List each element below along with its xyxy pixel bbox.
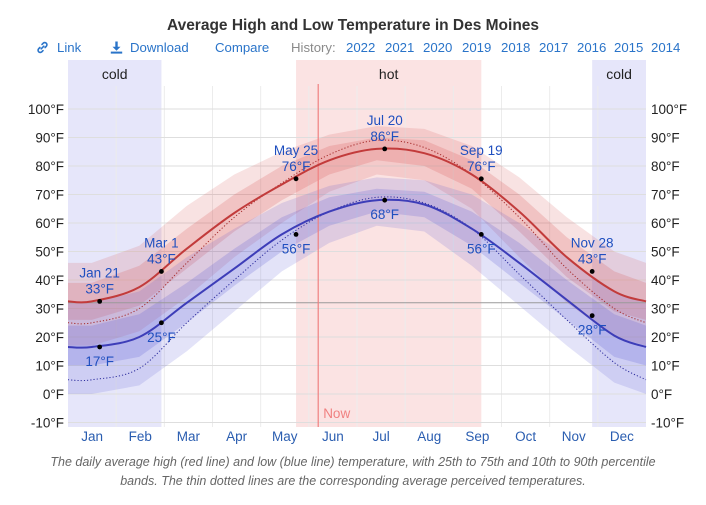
y-tick-label-right: 30°F [651,302,680,317]
history-year-2019[interactable]: 2019 [462,40,492,55]
y-tick-label-left: -10°F [31,416,64,431]
annotation-high-value: 76°F [282,159,311,174]
annotation-low-value: 28°F [578,323,607,338]
month-label-mar: Mar [177,429,201,444]
annotation-low-value: 68°F [370,207,399,222]
annotation-point [159,320,164,326]
y-tick-label-left: 70°F [35,188,64,203]
link-label: Link [57,40,82,55]
y-tick-label-left: 60°F [35,216,64,231]
month-label-may: May [272,429,298,444]
low-band-p25-p75 [68,188,646,366]
month-label-sep: Sep [465,429,489,444]
annotation-point [97,344,103,350]
annotation-low-value: 17°F [85,354,114,369]
toolbar: Link Download Compare History: 2022 2021… [0,40,706,58]
y-tick-label-right: 50°F [651,245,680,260]
y-tick-label-right: 10°F [651,359,680,374]
history-year-2021[interactable]: 2021 [385,40,415,55]
annotation-date: Jul 20 [367,113,403,128]
y-tick-label-left: 0°F [43,387,64,402]
annotation-date: Nov 28 [571,235,614,250]
y-tick-label-right: 70°F [651,188,680,203]
annotation-point [589,269,595,274]
now-label: Now [323,406,350,421]
annotation-low-value: 56°F [467,241,496,256]
y-tick-label-left: 30°F [35,302,64,317]
annotation-point [293,176,299,182]
history-year-2022[interactable]: 2022 [346,40,376,55]
annotation-point [293,232,299,237]
download-label: Download [130,40,189,55]
annotation-high-value: 43°F [578,251,607,266]
y-tick-label-right: 80°F [651,159,680,174]
annotation-point [478,176,484,182]
annotation-point [382,146,388,152]
history-year-2014[interactable]: 2014 [651,40,681,55]
annotation-low-value: 25°F [147,330,176,345]
month-label-nov: Nov [562,429,586,444]
annotation-point [589,313,595,319]
y-tick-label-right: 20°F [651,330,680,345]
month-label-jan: Jan [81,429,103,444]
annotation-high-value: 76°F [467,159,496,174]
average-high-line [67,147,647,304]
month-label-jun: Jun [322,429,344,444]
history-year-2017[interactable]: 2017 [539,40,569,55]
y-tick-label-left: 100°F [28,102,64,117]
y-tick-label-left: 90°F [35,131,64,146]
annotation-high-value: 33°F [85,281,114,296]
history-label: History: [291,40,336,55]
annotation-point [478,232,484,237]
y-tick-label-right: -10°F [651,416,684,431]
history-year-2020[interactable]: 2020 [423,40,453,55]
y-tick-label-right: 90°F [651,131,680,146]
compare-button[interactable]: Compare [215,40,270,55]
chart-title: Average High and Low Temperature in Des … [166,17,540,34]
month-label-feb: Feb [129,429,152,444]
region-label-hot: hot [379,66,399,82]
link-icon [36,41,49,54]
month-label-aug: Aug [417,429,441,444]
month-label-jul: Jul [372,429,389,444]
history-year-2018[interactable]: 2018 [501,40,531,55]
y-tick-label-left: 10°F [35,359,64,374]
annotation-high-value: 86°F [370,129,399,144]
annotation-low-value: 56°F [282,241,311,256]
region-label-cold: cold [102,66,128,82]
region-label-cold: cold [606,66,632,82]
average-low-line [67,198,647,349]
annotation-high-value: 43°F [147,251,176,266]
annotation-date: Mar 1 [144,235,179,250]
month-label-dec: Dec [610,429,634,444]
annotation-date: May 25 [274,143,318,158]
annotation-point [159,269,164,274]
annotation-point [382,197,388,203]
month-label-apr: Apr [226,429,248,444]
history-year-2016[interactable]: 2016 [577,40,607,55]
y-tick-label-left: 20°F [35,330,64,345]
y-tick-label-left: 50°F [35,245,64,260]
y-tick-label-right: 100°F [651,102,687,117]
high-band-p25-p75 [68,137,646,320]
y-tick-label-left: 40°F [35,273,64,288]
y-tick-label-left: 80°F [35,159,64,174]
y-tick-label-right: 0°F [651,387,672,402]
annotation-date: Jan 21 [79,265,120,280]
low-band-p10-p90 [68,177,646,394]
history-year-2015[interactable]: 2015 [614,40,644,55]
y-tick-label-right: 40°F [651,273,680,288]
y-tick-label-right: 60°F [651,216,680,231]
annotation-date: Sep 19 [460,143,503,158]
annotation-point [97,298,103,304]
chart-caption: The daily average high (red line) and lo… [50,455,656,488]
download-icon [110,41,123,54]
temperature-chart: cold hot cold -10°F -10°F 0°F 0°F 10°F 10°F 20°F 2… [28,60,687,444]
month-label-oct: Oct [515,429,536,444]
perceived-low-line [67,196,647,382]
high-band-p10-p90 [68,126,646,346]
